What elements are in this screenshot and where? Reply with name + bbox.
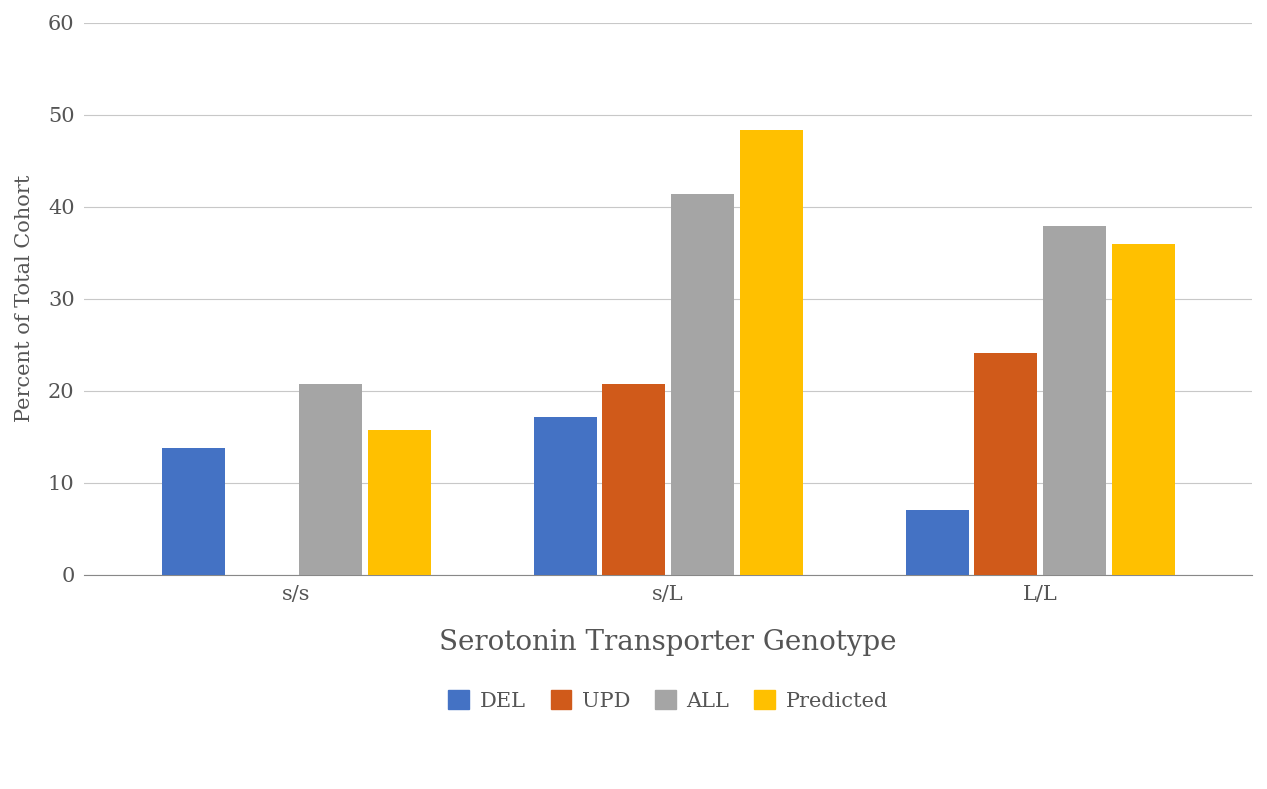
X-axis label: Serotonin Transporter Genotype: Serotonin Transporter Genotype bbox=[440, 629, 897, 656]
Bar bbox=[740, 130, 803, 575]
Y-axis label: Percent of Total Cohort: Percent of Total Cohort bbox=[15, 175, 34, 422]
Bar bbox=[162, 448, 224, 575]
Bar bbox=[533, 417, 597, 575]
Bar bbox=[602, 384, 665, 575]
Bar bbox=[1043, 226, 1106, 575]
Bar bbox=[974, 353, 1038, 575]
Bar bbox=[906, 510, 969, 575]
Bar bbox=[1111, 245, 1175, 575]
Bar bbox=[299, 384, 362, 575]
Bar bbox=[672, 194, 734, 575]
Bar bbox=[367, 430, 431, 575]
Legend: DEL, UPD, ALL, Predicted: DEL, UPD, ALL, Predicted bbox=[440, 682, 896, 719]
